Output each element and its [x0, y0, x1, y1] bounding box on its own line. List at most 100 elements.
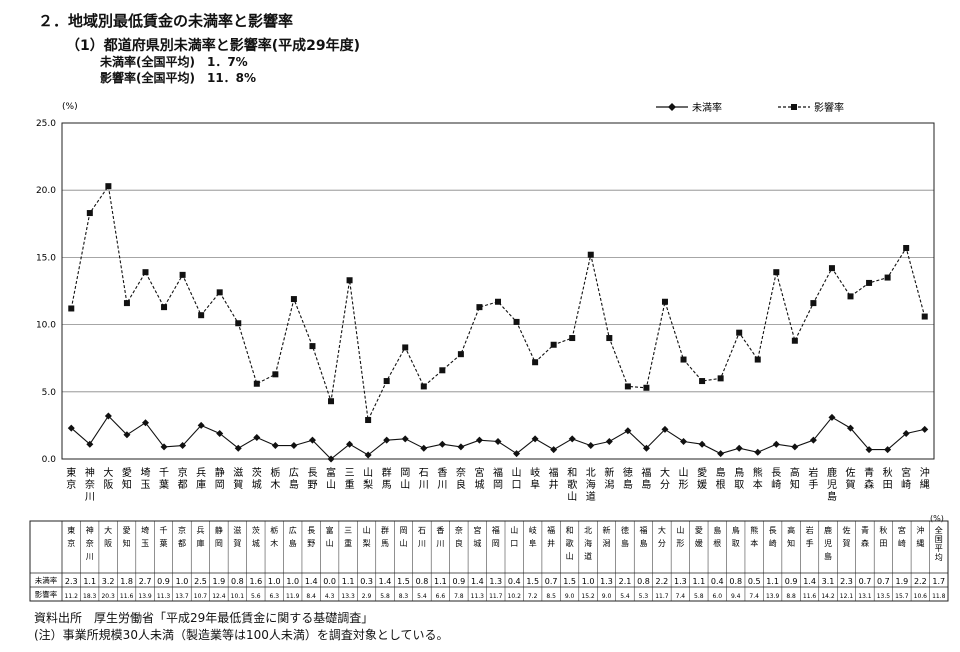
data-point-eikyo [439, 367, 446, 374]
data-point-miman [383, 436, 391, 444]
x-tick-label: 埼玉 [140, 466, 150, 491]
table-cell-eikyo: 13.7 [175, 593, 189, 600]
x-tick-char: 知 [122, 478, 132, 491]
table-header-char: 岡 [399, 526, 407, 535]
data-point-eikyo [123, 300, 130, 307]
data-point-miman [253, 433, 261, 441]
data-point-miman [902, 429, 910, 437]
data-point-eikyo [847, 293, 854, 300]
x-tick-char: 手 [808, 478, 818, 491]
table-header-char: 福 [492, 526, 500, 535]
table-cell-miman: 1.4 [471, 577, 484, 586]
x-tick-char: 分 [660, 479, 670, 491]
table-cell-eikyo: 10.1 [231, 593, 245, 600]
table-cell-eikyo: 11.6 [803, 593, 817, 600]
table-cell-eikyo: 6.6 [436, 593, 446, 600]
data-point-eikyo [476, 304, 483, 311]
table-header-char: 千 [160, 525, 168, 535]
x-tick-label: 長崎 [771, 467, 781, 491]
table-header-char: 兵 [196, 525, 204, 535]
data-point-eikyo [624, 383, 631, 390]
table-cell-eikyo: 11.2 [65, 593, 79, 600]
table-header-char: 奈 [455, 525, 463, 535]
table-header-char: 島 [639, 538, 647, 548]
table-header-cell: 栃木 [270, 525, 278, 548]
x-tick-char: 賀 [233, 479, 243, 491]
table-header-char: 島 [289, 538, 297, 548]
table-cell-miman: 0.8 [416, 577, 429, 586]
data-point-miman [327, 455, 335, 463]
x-tick-char: 千 [159, 467, 169, 479]
data-point-eikyo [272, 371, 279, 378]
table-header-char: 葉 [160, 538, 168, 548]
page-subtitle: （1）都道府県別未満率と影響率(平成29年度) [66, 38, 361, 54]
table-cell-miman: 1.6 [249, 577, 262, 586]
x-tick-label: 岐阜 [530, 466, 540, 491]
x-tick-char: 山 [512, 467, 522, 479]
table-header-char: 三 [344, 526, 352, 535]
table-cell-eikyo: 13.9 [138, 593, 152, 600]
table-header-char: 岩 [806, 525, 814, 535]
x-tick-label: 福岡 [493, 466, 503, 491]
x-tick-char: 歌 [567, 478, 577, 491]
x-tick-label: 三重 [345, 468, 355, 491]
table-cell-miman: 1.3 [674, 577, 687, 586]
table-cell-eikyo: 8.8 [786, 593, 796, 600]
table-header-cell: 秋田 [879, 525, 887, 548]
table-header-char: 根 [713, 538, 721, 548]
table-cell-eikyo: 12.4 [212, 593, 226, 600]
table-header-char: 賀 [233, 538, 241, 548]
table-header-cell: 新潟 [603, 525, 611, 548]
plot-area [61, 122, 935, 460]
x-tick-char: 城 [474, 479, 484, 491]
table-header-char: 川 [418, 539, 426, 548]
x-tick-char: 媛 [697, 478, 707, 491]
table-cell-miman: 0.9 [157, 577, 170, 586]
x-tick-label: 大阪 [103, 466, 113, 491]
y-tick-label: 20.0 [36, 186, 56, 196]
data-point-eikyo [513, 318, 520, 325]
data-point-miman [754, 448, 762, 456]
table-header-char: 山 [510, 525, 518, 535]
table-cell-miman: 1.5 [397, 577, 410, 586]
x-tick-char: 新 [604, 466, 614, 479]
data-point-miman [642, 444, 650, 452]
y-tick-label: 25.0 [36, 119, 56, 129]
table-header-cell: 福岡 [492, 526, 500, 548]
table-header-char: 阜 [529, 538, 537, 548]
y-tick-label: 10.0 [36, 321, 56, 331]
x-tick-label: 福島 [641, 466, 651, 491]
x-tick-char: 山 [400, 479, 410, 491]
table-header-char: 城 [473, 539, 481, 548]
data-point-eikyo [754, 356, 761, 363]
x-tick-char: 静 [215, 466, 225, 479]
table-cell-eikyo: 10.6 [914, 593, 928, 600]
table-header-cell: 宮城 [473, 525, 481, 548]
table-header-char: 大 [104, 525, 112, 535]
national-average-eikyo: 影響率(全国平均) 11．8% [100, 71, 257, 85]
footnote: (注）事業所規模30人未満（製造業等は100人未満）を調査対象としている。 [34, 628, 449, 642]
data-point-eikyo [402, 344, 409, 351]
data-point-eikyo [810, 300, 817, 307]
data-point-miman [550, 446, 558, 454]
table-header-cell: 全国平均 [935, 525, 943, 562]
table-cell-eikyo: 9.4 [731, 593, 741, 600]
table-header-char: 良 [455, 538, 463, 548]
table-header-char: 香 [436, 525, 444, 535]
y-tick-label: 0.0 [42, 455, 57, 465]
data-point-miman [438, 440, 446, 448]
data-point-eikyo [198, 312, 205, 319]
table-header-char: 島 [621, 538, 629, 548]
data-point-eikyo [68, 305, 75, 312]
table-cell-eikyo: 14.2 [821, 593, 835, 600]
data-point-eikyo [309, 343, 316, 350]
table-cell-eikyo: 2.9 [362, 593, 372, 600]
x-tick-char: 山 [326, 479, 336, 491]
table-header-char: 北 [584, 526, 592, 535]
data-point-miman [624, 427, 632, 435]
x-tick-char: 木 [270, 479, 280, 491]
table-header-cell: 山形 [676, 525, 684, 548]
table-header-cell: 兵庫 [196, 525, 204, 548]
table-header-cell: 埼玉 [141, 525, 149, 548]
